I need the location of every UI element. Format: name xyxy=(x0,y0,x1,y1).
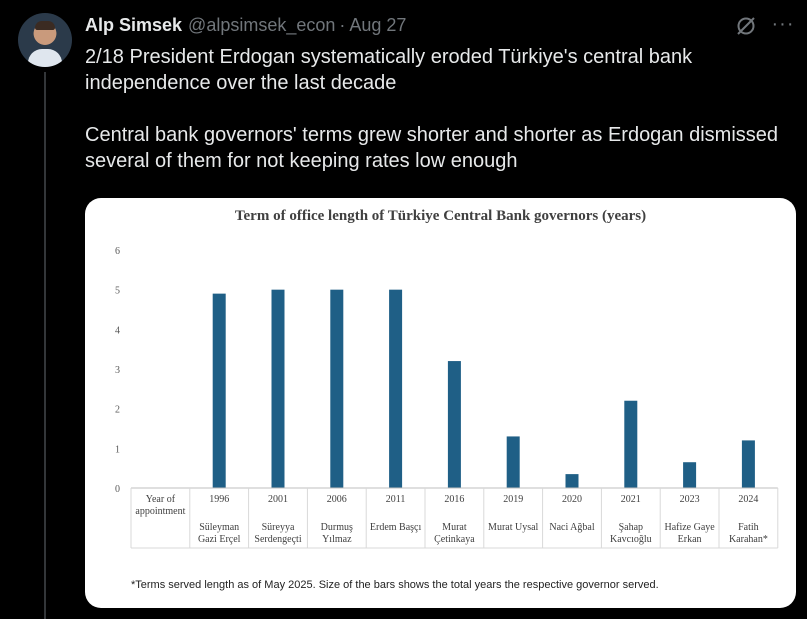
tweet-date[interactable]: Aug 27 xyxy=(349,14,407,35)
y-tick-label: 1 xyxy=(115,444,120,455)
x-tick-label: 2016 xyxy=(444,494,464,505)
x-tick-label: 2001 xyxy=(268,494,288,505)
header-separator: · xyxy=(339,14,346,35)
chart-title: Term of office length of Türkiye Central… xyxy=(234,208,647,224)
bar-2001 xyxy=(271,289,285,488)
governor-name-label: Erdem Başçı xyxy=(370,522,422,533)
bar-2019 xyxy=(506,436,520,488)
bar-2023 xyxy=(683,462,697,488)
y-tick-label: 0 xyxy=(115,484,120,495)
year-row-header: Year of appointment xyxy=(135,494,185,517)
governor-name-label: Şahap Kavcıoğlu xyxy=(610,522,652,545)
x-tick-label: 2011 xyxy=(386,494,406,505)
x-tick-label: 2021 xyxy=(621,494,641,505)
governor-name-label: Fatih Karahan* xyxy=(729,522,768,545)
profile-avatar[interactable] xyxy=(18,13,72,67)
chart-footnote: *Terms served length as of May 2025. Siz… xyxy=(131,579,659,591)
bar-2006 xyxy=(330,289,344,488)
y-tick-label: 4 xyxy=(115,325,120,336)
x-tick-label: 2023 xyxy=(680,494,700,505)
y-tick-label: 5 xyxy=(115,286,120,297)
grok-slash-icon[interactable] xyxy=(735,15,757,37)
thread-connector-line xyxy=(44,72,46,619)
bar-2016 xyxy=(447,361,461,488)
x-tick-label: 2006 xyxy=(327,494,347,505)
tweet-header: Alp Simsek @alpsimsek_econ · Aug 27 xyxy=(85,12,406,38)
bar-chart: 0 1 2 3 4 5 6 Year of appointment 1996 Süleyman Gaz… xyxy=(115,246,779,549)
governor-name-label: Süleyman Gazi Erçel xyxy=(198,522,241,545)
bar-2021 xyxy=(624,400,638,488)
avatar-shirt xyxy=(28,49,62,67)
x-tick-label: 1996 xyxy=(209,494,229,505)
x-tick-label: 2020 xyxy=(562,494,582,505)
governor-name-label: Naci Ağbal xyxy=(549,522,594,533)
governor-name-label: Murat Uysal xyxy=(488,522,538,533)
tweet-paragraph: Central bank governors' terms grew short… xyxy=(85,124,779,172)
governor-name-label: Murat Çetinkaya xyxy=(434,522,475,545)
governor-name-label: Süreyya Serdengeçti xyxy=(254,522,301,545)
y-tick-label: 3 xyxy=(115,365,120,376)
author-handle[interactable]: @alpsimsek_econ xyxy=(188,14,336,35)
bar-2024 xyxy=(741,440,755,488)
y-tick-label: 6 xyxy=(115,246,120,257)
x-tick-label: 2024 xyxy=(738,494,758,505)
tweet-media-image[interactable]: Term of office length of Türkiye Central… xyxy=(85,198,796,608)
x-tick-label: 2019 xyxy=(503,494,523,505)
bar-2011 xyxy=(389,289,403,488)
bar-1996 xyxy=(212,293,226,488)
governor-name-label: Hafize Gaye Erkan xyxy=(664,522,715,545)
bar-2020 xyxy=(565,474,579,488)
tweet-paragraph: 2/18 President Erdogan systematically er… xyxy=(85,46,693,94)
tweet-body: 2/18 President Erdogan systematically er… xyxy=(85,44,785,174)
avatar-hair xyxy=(35,21,55,30)
y-tick-label: 2 xyxy=(115,405,120,416)
governor-name-label: Durmuş Yılmaz xyxy=(321,522,353,545)
more-options-icon[interactable]: ··· xyxy=(771,13,795,35)
author-name[interactable]: Alp Simsek xyxy=(85,14,183,35)
